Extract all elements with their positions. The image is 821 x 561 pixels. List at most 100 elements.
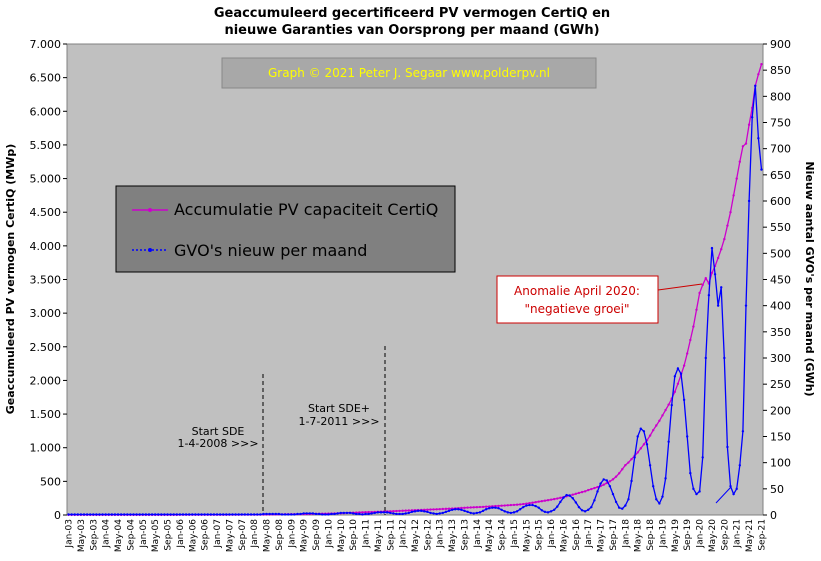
- data-point: [126, 513, 129, 516]
- data-point: [624, 504, 627, 507]
- y2-tick-label: 900: [770, 38, 791, 51]
- data-point: [259, 513, 262, 516]
- data-point: [543, 499, 547, 502]
- data-point: [716, 256, 720, 260]
- data-point: [234, 513, 237, 516]
- data-point: [723, 356, 726, 360]
- y2-tick-label: 300: [770, 352, 791, 365]
- data-point: [191, 513, 194, 516]
- data-point: [621, 468, 624, 471]
- data-point: [138, 513, 141, 516]
- data-point: [608, 480, 612, 483]
- data-point: [395, 509, 398, 513]
- data-point: [611, 478, 615, 481]
- y-tick-label: 5.500: [30, 139, 62, 152]
- data-point: [466, 506, 469, 509]
- data-point: [676, 367, 680, 370]
- data-point: [664, 408, 667, 412]
- data-point: [104, 513, 107, 516]
- data-point: [747, 199, 751, 203]
- data-point: [472, 506, 475, 509]
- data-point: [187, 513, 191, 516]
- x-tick-label: Jan-11: [362, 519, 372, 549]
- data-point: [364, 512, 367, 516]
- data-point: [525, 502, 528, 505]
- data-point: [568, 494, 571, 497]
- y2-tick-label: 100: [770, 457, 791, 470]
- data-point: [614, 475, 618, 478]
- data-point: [525, 504, 528, 507]
- data-point: [348, 511, 352, 515]
- data-point: [565, 493, 568, 497]
- data-point: [407, 511, 411, 515]
- x-tick-label: May-04: [114, 519, 124, 552]
- data-point: [450, 508, 454, 511]
- data-point: [515, 510, 519, 513]
- x-tick-label: Sep-12: [423, 519, 433, 551]
- x-tick-label: Jan-09: [287, 519, 297, 549]
- data-point: [661, 414, 664, 417]
- data-point: [500, 508, 503, 511]
- x-tick-label: Jan-16: [547, 519, 557, 549]
- data-point: [194, 513, 197, 516]
- data-point: [218, 513, 222, 516]
- data-point: [129, 513, 132, 516]
- data-point: [432, 512, 435, 515]
- data-point: [738, 160, 741, 163]
- data-point: [367, 512, 370, 516]
- data-point: [413, 510, 417, 513]
- data-point: [642, 430, 646, 433]
- data-point: [457, 508, 460, 511]
- data-point: [698, 490, 701, 493]
- data-point: [444, 507, 448, 511]
- data-point: [682, 398, 686, 402]
- data-point: [441, 511, 445, 515]
- x-tick-label: May-19: [671, 519, 681, 552]
- annotation-arrow: [657, 283, 703, 291]
- data-point: [336, 512, 339, 515]
- data-point: [144, 513, 148, 516]
- legend: [115, 185, 456, 273]
- data-point: [481, 505, 485, 509]
- data-point: [484, 508, 488, 511]
- data-point: [518, 508, 522, 511]
- data-point: [321, 513, 324, 516]
- y2-tick-label: 400: [770, 300, 791, 313]
- data-point: [673, 375, 677, 378]
- data-point: [243, 513, 247, 516]
- data-point: [379, 511, 383, 514]
- data-point: [571, 497, 574, 500]
- data-point: [679, 372, 683, 375]
- data-point: [116, 513, 120, 516]
- data-point: [113, 513, 117, 516]
- x-tick-label: Sep-07: [238, 519, 248, 551]
- data-point: [744, 142, 748, 145]
- x-tick-label: Sep-21: [757, 519, 767, 551]
- x-tick-label: Jan-13: [436, 519, 446, 549]
- data-point: [617, 472, 621, 475]
- data-point: [537, 500, 540, 503]
- data-point: [710, 246, 714, 250]
- x-tick-label: May-16: [559, 519, 569, 552]
- data-point: [747, 123, 751, 126]
- data-point: [630, 457, 633, 461]
- data-point: [580, 509, 584, 512]
- data-point: [503, 510, 506, 513]
- x-tick-label: Jan-19: [658, 519, 668, 549]
- data-point: [398, 509, 401, 513]
- data-point: [574, 492, 578, 496]
- annotation-box: [496, 275, 659, 324]
- data-point: [596, 490, 599, 493]
- data-point: [757, 73, 760, 76]
- x-tick-label: May-15: [522, 519, 532, 552]
- data-point: [376, 511, 380, 514]
- data-point: [426, 508, 429, 511]
- x-tick-label: Jan-15: [510, 519, 520, 549]
- annotation: 1-7-2011 >>>: [298, 415, 379, 428]
- data-point: [583, 510, 587, 513]
- data-point: [163, 513, 166, 516]
- data-point: [760, 168, 763, 171]
- data-point: [382, 511, 386, 514]
- y-tick-label: 4.000: [30, 240, 62, 253]
- data-point: [494, 506, 497, 509]
